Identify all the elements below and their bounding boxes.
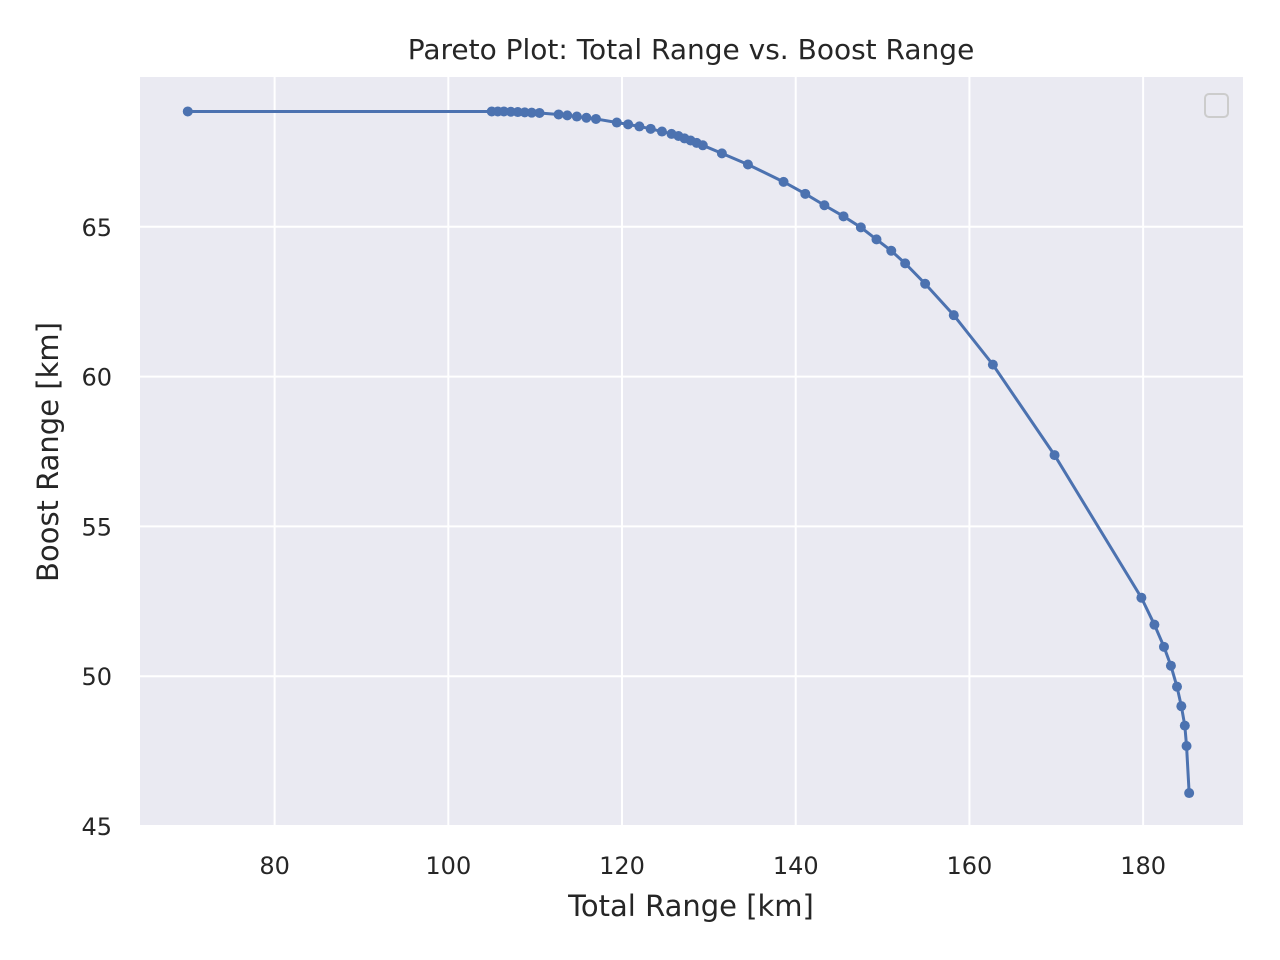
y-axis-label: Boost Range [km] (31, 322, 65, 582)
gridlines (140, 77, 1243, 827)
data-point (838, 211, 849, 222)
data-point (571, 111, 582, 122)
data-point (1158, 641, 1169, 652)
x-tick-label: 140 (773, 852, 819, 880)
data-point (987, 359, 998, 370)
data-point (590, 113, 601, 124)
x-tick-label: 100 (425, 852, 471, 880)
data-point (1176, 701, 1187, 712)
data-point (871, 234, 882, 245)
y-tick-label: 60 (81, 364, 112, 392)
y-tick-label: 45 (81, 813, 112, 841)
data-point (534, 107, 545, 118)
data-point (182, 106, 193, 117)
y-tick-label: 55 (81, 513, 112, 541)
data-point (1149, 619, 1160, 630)
data-point (742, 159, 753, 170)
data-point (581, 112, 592, 123)
x-axis-label: Total Range [km] (567, 889, 814, 923)
x-tick-labels: 80 100 120 140 160 180 (259, 852, 1166, 880)
data-point (562, 110, 573, 121)
data-point (948, 310, 959, 321)
data-point (1184, 788, 1195, 799)
data-point (1171, 681, 1182, 692)
data-point (634, 121, 645, 132)
data-point (855, 222, 866, 233)
data-point (611, 117, 622, 128)
data-point (1049, 450, 1060, 461)
data-point (645, 123, 656, 134)
data-point (526, 107, 537, 118)
data-point (920, 278, 931, 289)
y-tick-label: 50 (81, 663, 112, 691)
data-point (886, 245, 897, 256)
data-point (1181, 741, 1192, 752)
data-point (1179, 720, 1190, 731)
x-tick-label: 160 (947, 852, 993, 880)
data-point (778, 176, 789, 187)
data-point (697, 140, 708, 151)
x-tick-label: 80 (259, 852, 290, 880)
data-point (553, 109, 564, 120)
data-point (1136, 592, 1147, 603)
data-point (623, 119, 634, 130)
y-tick-labels: 45 50 55 60 65 (81, 214, 112, 841)
series-group (182, 106, 1195, 799)
y-tick-label: 65 (81, 214, 112, 242)
data-point (800, 188, 811, 199)
data-point (1165, 660, 1176, 671)
x-tick-label: 120 (599, 852, 645, 880)
legend-box (1204, 93, 1229, 118)
data-point (900, 258, 911, 269)
data-point (716, 148, 727, 159)
chart-title: Pareto Plot: Total Range vs. Boost Range (408, 33, 975, 66)
data-point (819, 200, 830, 211)
data-point (656, 126, 667, 137)
plot-area (140, 77, 1243, 826)
x-tick-label: 180 (1120, 852, 1166, 880)
